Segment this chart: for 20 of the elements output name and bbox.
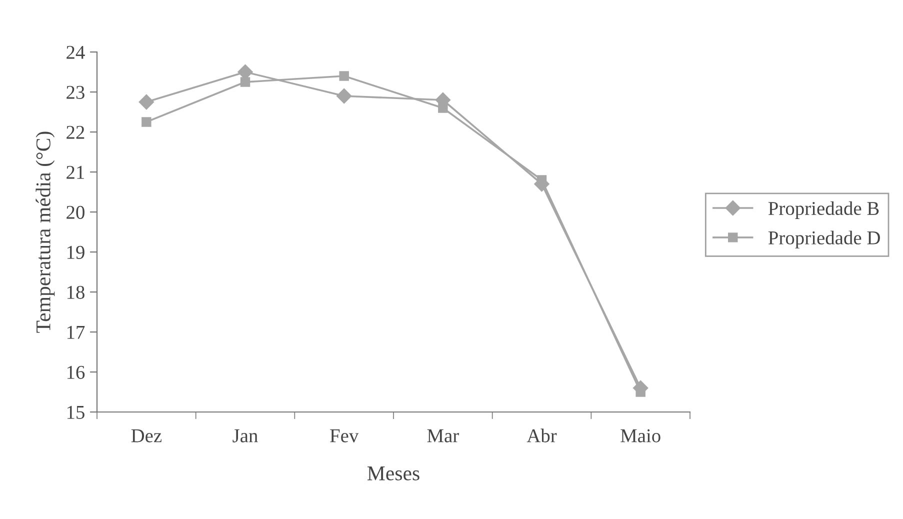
y-axis-title: Temperatura média (°C) [36,132,55,333]
y-tick-label: 21 [66,166,84,179]
y-tick-label: 18 [67,286,84,299]
y-tick-label: 22 [66,126,84,139]
y-tick-label: 20 [66,206,84,219]
x-axis-title: Meses [367,466,420,480]
x-tick-label: Dez [131,429,162,442]
y-tick-label: 17 [67,326,85,339]
y-tick-label: 15 [67,406,84,419]
x-tick-label: Maio [620,429,660,442]
y-tick-label: 19 [67,246,84,259]
x-tick-label: Jan [232,429,258,442]
legend-label: Propriedade D [768,230,880,248]
x-tick-label: Fev [330,429,359,442]
y-tick-label: 24 [66,46,85,59]
y-tick-label: 16 [67,366,85,379]
x-tick-label: Mar [427,429,459,442]
y-tick-label: 23 [66,86,84,99]
x-tick-label: Abr [526,428,557,442]
legend-label: Propriedade B [768,201,879,219]
